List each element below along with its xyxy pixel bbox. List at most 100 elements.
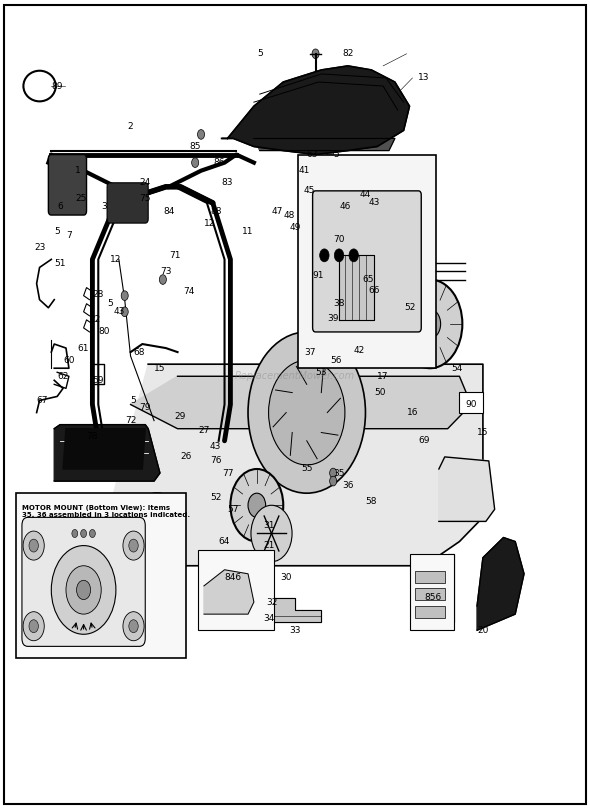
Text: 74: 74 bbox=[183, 287, 195, 296]
Text: 84: 84 bbox=[163, 206, 175, 215]
Text: 23: 23 bbox=[34, 243, 45, 252]
Text: 60: 60 bbox=[63, 356, 75, 365]
Text: 53: 53 bbox=[316, 368, 327, 377]
FancyBboxPatch shape bbox=[48, 155, 87, 215]
Text: 55: 55 bbox=[301, 464, 313, 473]
Text: 85: 85 bbox=[189, 142, 201, 151]
Text: 44: 44 bbox=[360, 190, 371, 199]
Text: 77: 77 bbox=[222, 468, 233, 477]
Text: 69: 69 bbox=[418, 436, 430, 445]
Circle shape bbox=[268, 360, 345, 465]
Text: 1: 1 bbox=[75, 166, 81, 176]
Text: ReplacementMower.com: ReplacementMower.com bbox=[235, 371, 355, 381]
Circle shape bbox=[77, 580, 91, 599]
Polygon shape bbox=[233, 598, 322, 622]
Text: 66: 66 bbox=[369, 286, 380, 294]
Circle shape bbox=[349, 249, 358, 262]
Text: 15: 15 bbox=[154, 364, 166, 373]
Circle shape bbox=[251, 506, 292, 561]
Text: 57: 57 bbox=[228, 505, 239, 514]
FancyBboxPatch shape bbox=[22, 518, 145, 646]
Text: 846: 846 bbox=[225, 574, 242, 582]
Circle shape bbox=[159, 275, 166, 285]
Polygon shape bbox=[433, 553, 454, 622]
Polygon shape bbox=[254, 138, 395, 150]
Text: 59: 59 bbox=[93, 376, 104, 385]
Circle shape bbox=[248, 493, 266, 518]
Text: 67: 67 bbox=[37, 396, 48, 405]
Text: 13: 13 bbox=[418, 74, 430, 83]
FancyBboxPatch shape bbox=[415, 570, 445, 582]
Text: 30: 30 bbox=[280, 574, 292, 582]
Text: 75: 75 bbox=[139, 194, 151, 203]
Polygon shape bbox=[63, 429, 145, 469]
Circle shape bbox=[192, 158, 199, 167]
Text: 83: 83 bbox=[222, 178, 233, 188]
Text: 71: 71 bbox=[169, 251, 181, 260]
Circle shape bbox=[320, 249, 329, 262]
Circle shape bbox=[248, 332, 365, 493]
Text: 54: 54 bbox=[451, 364, 462, 373]
Text: 64: 64 bbox=[219, 537, 230, 546]
Text: 2: 2 bbox=[128, 122, 133, 131]
Circle shape bbox=[148, 518, 166, 541]
Text: 78: 78 bbox=[87, 432, 98, 441]
Text: 3: 3 bbox=[101, 202, 107, 211]
Polygon shape bbox=[324, 268, 377, 276]
Text: 856: 856 bbox=[424, 594, 442, 603]
Circle shape bbox=[330, 477, 337, 486]
Circle shape bbox=[90, 529, 96, 537]
Polygon shape bbox=[204, 570, 254, 614]
Text: 76: 76 bbox=[210, 456, 221, 465]
Text: 52: 52 bbox=[404, 303, 415, 312]
Text: 63: 63 bbox=[307, 150, 319, 159]
FancyBboxPatch shape bbox=[313, 191, 421, 332]
Circle shape bbox=[419, 309, 441, 338]
Text: MOTOR MOUNT (Bottom View): Items
35, 36 assembled in 3 locations indicated.: MOTOR MOUNT (Bottom View): Items 35, 36 … bbox=[22, 506, 190, 519]
Circle shape bbox=[23, 531, 44, 560]
Text: 28: 28 bbox=[93, 290, 104, 299]
FancyBboxPatch shape bbox=[324, 211, 374, 272]
Text: 5: 5 bbox=[333, 150, 339, 159]
Text: 65: 65 bbox=[363, 275, 374, 284]
Circle shape bbox=[123, 612, 144, 641]
Polygon shape bbox=[130, 376, 471, 429]
Circle shape bbox=[231, 469, 283, 541]
Text: 43: 43 bbox=[369, 198, 380, 207]
Text: 72: 72 bbox=[125, 416, 136, 425]
Polygon shape bbox=[477, 537, 524, 630]
Text: 51: 51 bbox=[54, 259, 66, 268]
Circle shape bbox=[335, 249, 344, 262]
Text: 43: 43 bbox=[210, 442, 221, 451]
Text: 32: 32 bbox=[266, 598, 277, 607]
FancyBboxPatch shape bbox=[360, 234, 372, 253]
Text: 15: 15 bbox=[477, 428, 489, 437]
FancyBboxPatch shape bbox=[198, 549, 274, 630]
Text: 90: 90 bbox=[466, 400, 477, 409]
Polygon shape bbox=[339, 256, 374, 320]
Ellipse shape bbox=[339, 307, 357, 316]
Text: 29: 29 bbox=[175, 412, 186, 421]
Circle shape bbox=[398, 280, 463, 368]
Text: 91: 91 bbox=[313, 271, 324, 280]
Circle shape bbox=[327, 150, 334, 159]
Circle shape bbox=[129, 539, 138, 552]
Text: 56: 56 bbox=[330, 356, 342, 365]
Text: 22: 22 bbox=[90, 316, 101, 324]
Circle shape bbox=[130, 493, 183, 565]
Text: 27: 27 bbox=[198, 426, 209, 434]
Circle shape bbox=[312, 49, 319, 58]
Polygon shape bbox=[311, 191, 320, 197]
Text: 37: 37 bbox=[304, 348, 316, 357]
Text: 62: 62 bbox=[57, 372, 68, 381]
Text: 5: 5 bbox=[54, 227, 60, 235]
Circle shape bbox=[198, 129, 205, 139]
Circle shape bbox=[23, 612, 44, 641]
Text: 26: 26 bbox=[181, 452, 192, 461]
Text: 58: 58 bbox=[366, 497, 377, 506]
Text: 43: 43 bbox=[113, 307, 124, 316]
Text: 79: 79 bbox=[139, 403, 151, 413]
Text: 68: 68 bbox=[134, 348, 145, 357]
Text: 50: 50 bbox=[375, 388, 386, 397]
Text: 88: 88 bbox=[210, 206, 221, 215]
